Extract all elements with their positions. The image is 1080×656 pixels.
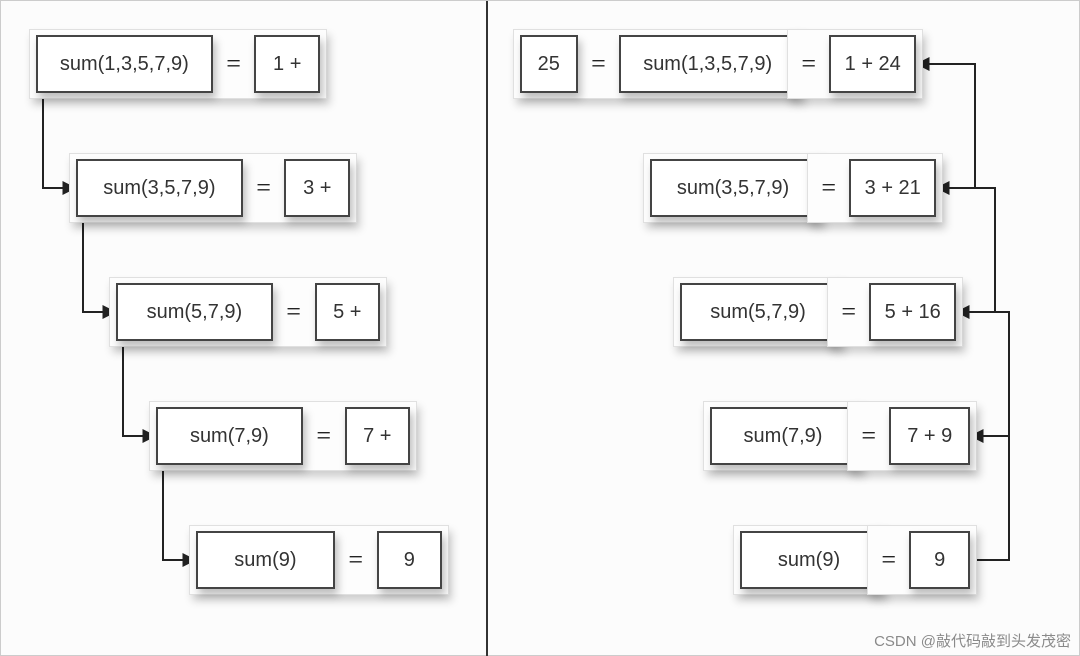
equals-sign: = [874,531,903,589]
right-sum-box-2: sum(5,7,9) [680,283,836,341]
right-value-box-0: 1 + 24 [829,35,916,93]
right-sum-group-1: sum(3,5,7,9) [643,153,823,223]
right-sum-group-4: sum(9) [733,525,885,595]
equals-sign: = [249,159,279,217]
equals-sign: = [309,407,339,465]
left-value-box-1: 3 + [284,159,350,217]
watermark: CSDN @敲代码敲到头发茂密 [874,630,1071,651]
right-value-box-4: 9 [909,531,970,589]
right-value-group-3: =7 + 9 [847,401,977,471]
left-sum-box-1: sum(3,5,7,9) [76,159,243,217]
right-value-group-4: =9 [867,525,977,595]
diagram-stage: CSDN @敲代码敲到头发茂密 sum(1,3,5,7,9)=1 +sum(3,… [0,0,1080,656]
left-sum-box-3: sum(7,9) [156,407,303,465]
right-sum-group-0: 25=sum(1,3,5,7,9) [513,29,803,99]
right-value-box-3: 7 + 9 [889,407,970,465]
left-sum-box-2: sum(5,7,9) [116,283,273,341]
left-row-3: sum(7,9)=7 + [149,401,417,471]
center-divider [486,1,488,656]
equals-sign: = [584,35,614,93]
left-row-4: sum(9)=9 [189,525,449,595]
right-value-box-1: 3 + 21 [849,159,936,217]
left-sum-box-0: sum(1,3,5,7,9) [36,35,213,93]
left-row-1: sum(3,5,7,9)=3 + [69,153,357,223]
right-sum-group-2: sum(5,7,9) [673,277,843,347]
equals-sign: = [219,35,249,93]
equals-sign: = [279,283,309,341]
left-value-box-4: 9 [377,531,442,589]
right-value-group-2: =5 + 16 [827,277,963,347]
right-sum-group-3: sum(7,9) [703,401,863,471]
equals-sign: = [341,531,371,589]
equals-sign: = [854,407,883,465]
equals-sign: = [794,35,823,93]
right-result-box-0: 25 [520,35,578,93]
left-row-2: sum(5,7,9)=5 + [109,277,387,347]
equals-sign: = [834,283,863,341]
left-value-box-2: 5 + [315,283,381,341]
left-row-0: sum(1,3,5,7,9)=1 + [29,29,327,99]
right-sum-box-1: sum(3,5,7,9) [650,159,816,217]
right-value-group-1: =3 + 21 [807,153,943,223]
left-sum-box-4: sum(9) [196,531,335,589]
right-sum-box-3: sum(7,9) [710,407,856,465]
right-value-group-0: =1 + 24 [787,29,923,99]
left-value-box-0: 1 + [254,35,320,93]
left-value-box-3: 7 + [345,407,410,465]
right-sum-box-4: sum(9) [740,531,878,589]
equals-sign: = [814,159,843,217]
right-sum-box-0: sum(1,3,5,7,9) [619,35,796,93]
right-value-box-2: 5 + 16 [869,283,956,341]
